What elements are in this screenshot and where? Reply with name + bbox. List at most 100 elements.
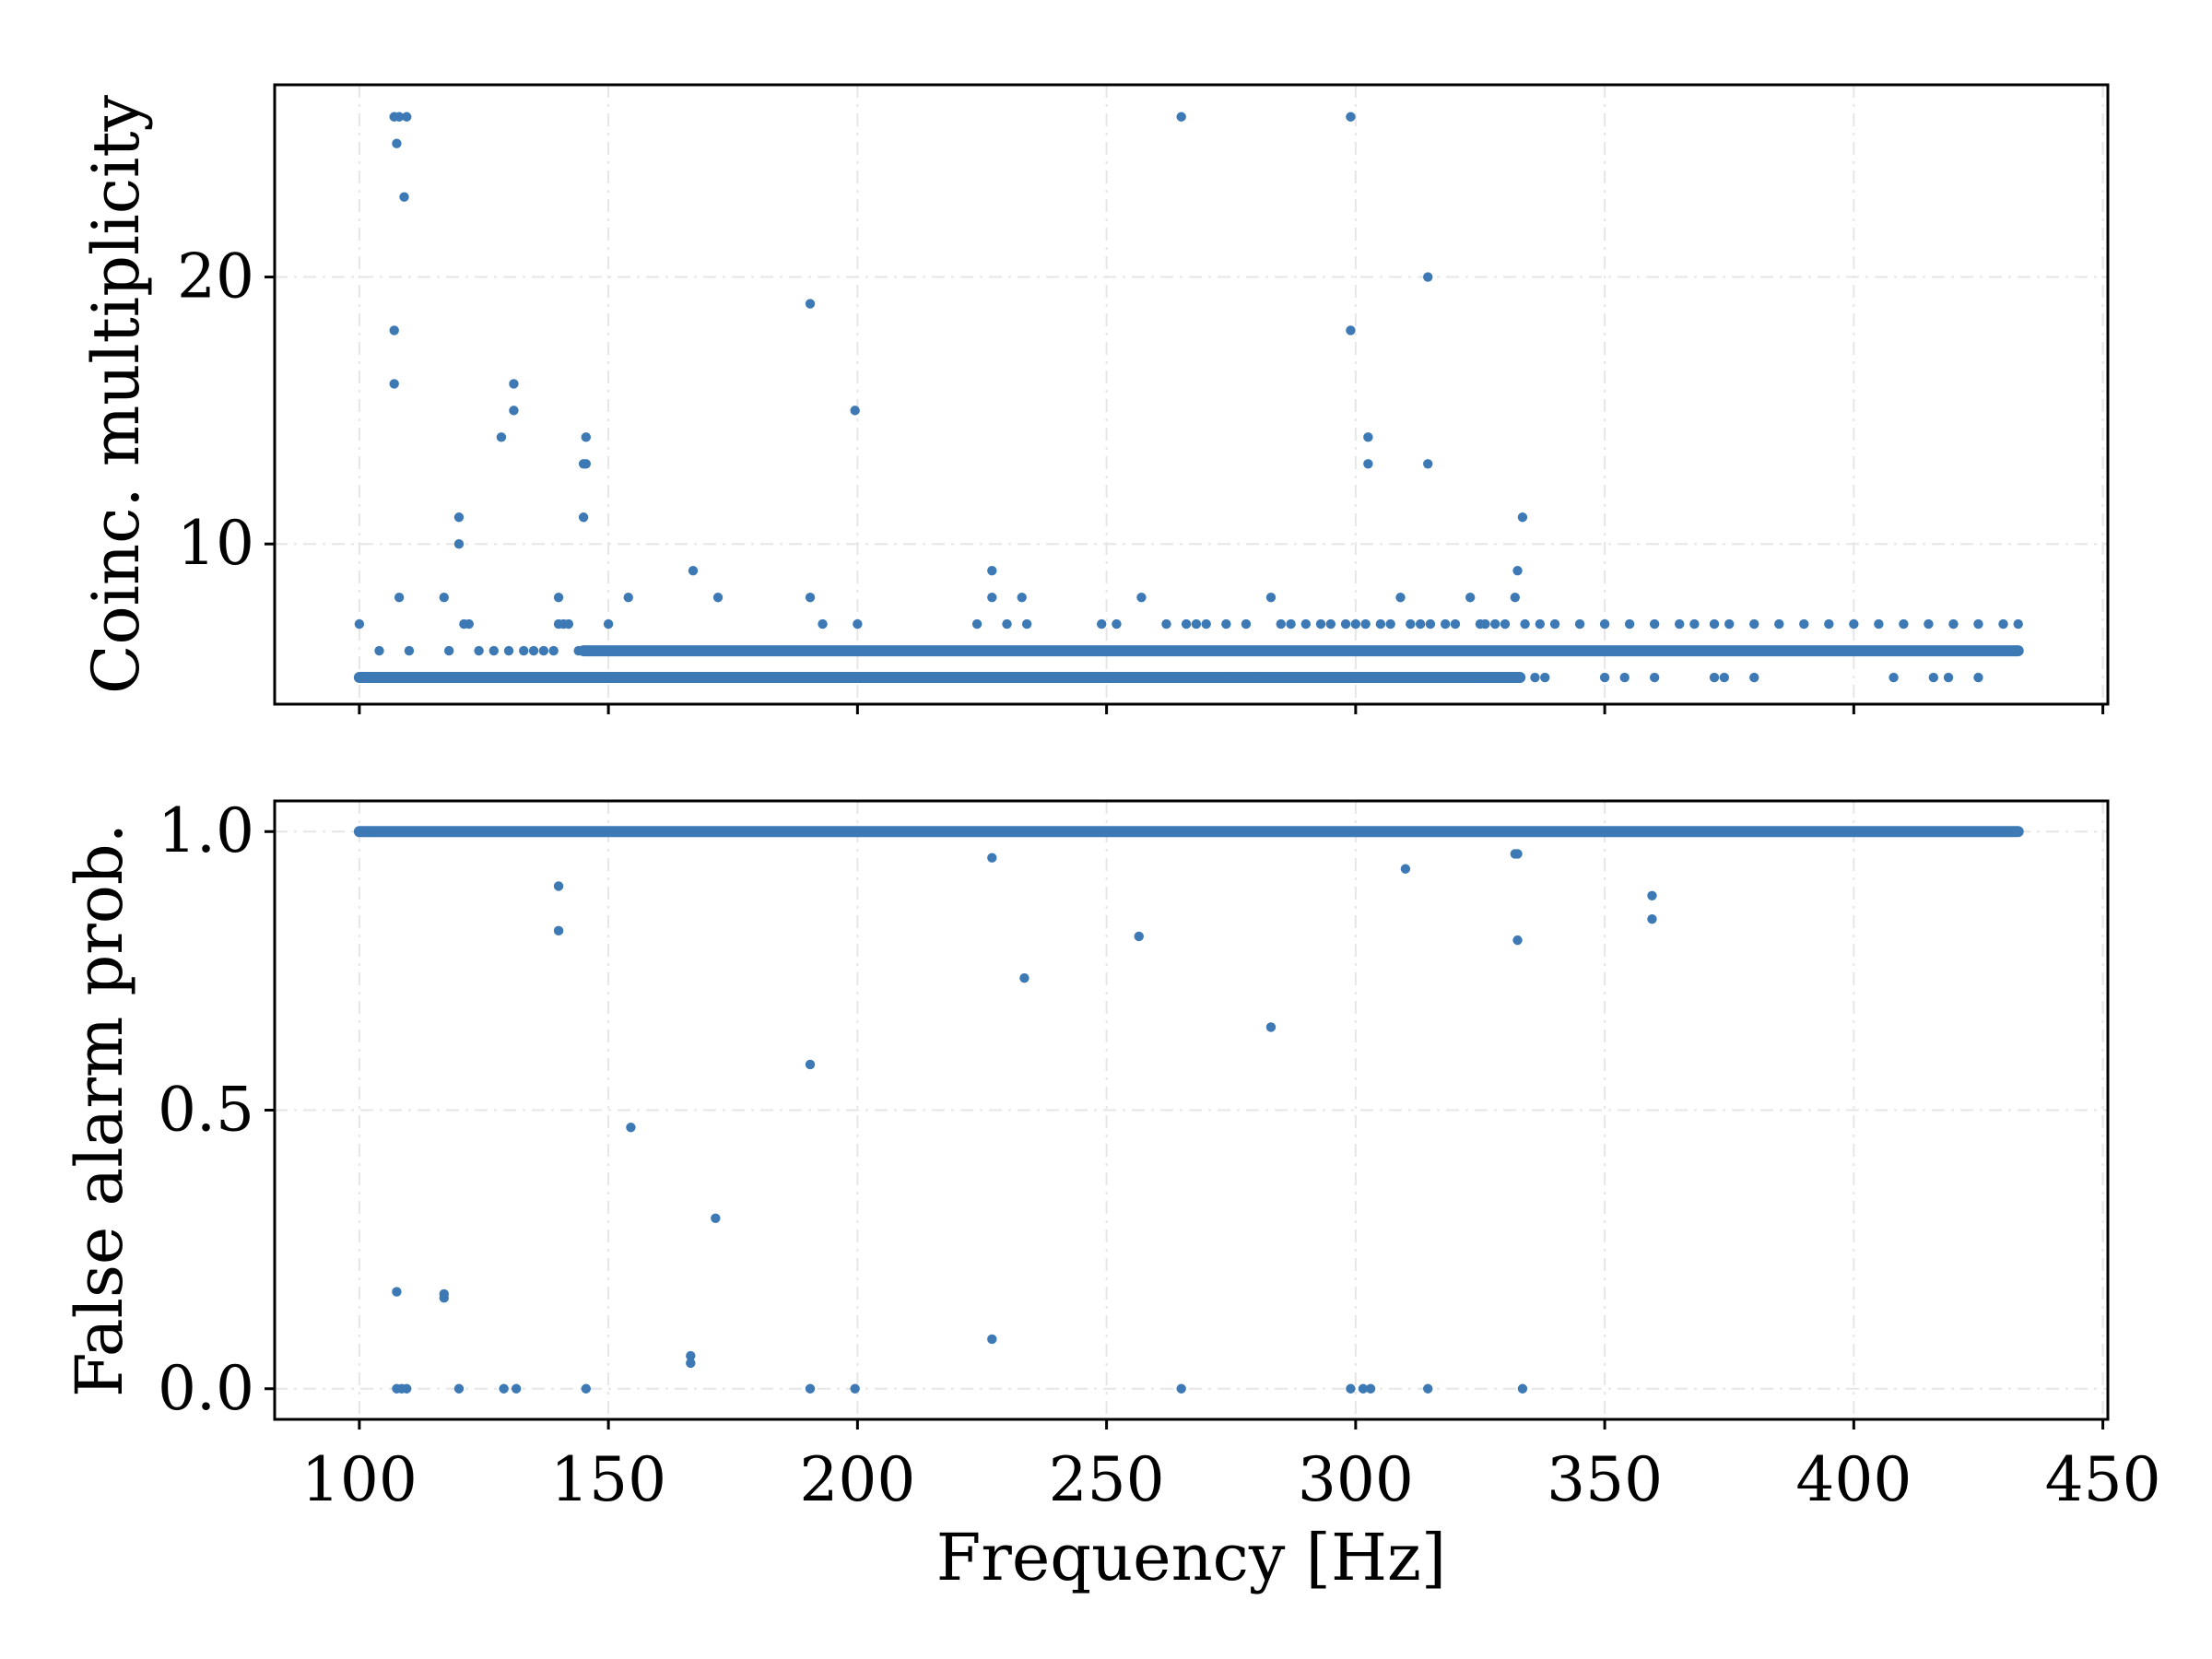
data-point: [1276, 618, 1286, 629]
data-point: [394, 112, 405, 122]
data-point: [686, 1350, 696, 1361]
data-point: [1510, 592, 1521, 603]
data-point: [1500, 618, 1511, 629]
data-point: [1899, 618, 1909, 629]
multiplicity-panel: 10 20 Coinc. multiplicity: [78, 83, 2110, 714]
data-point: [354, 618, 365, 629]
data-point: [1423, 272, 1433, 282]
data-point: [1395, 592, 1406, 603]
data-point: [850, 406, 860, 416]
data-point: [1241, 618, 1252, 629]
data-point: [1176, 112, 1186, 122]
data-point: [439, 592, 449, 603]
data-point: [453, 539, 465, 549]
x-tick-label: 400: [1795, 1444, 1912, 1515]
data-point: [1415, 618, 1426, 629]
data-point: [389, 325, 399, 335]
data-point: [1400, 672, 1411, 683]
data-point: [1512, 935, 1523, 946]
data-point: [782, 645, 793, 656]
data-point: [1191, 618, 1202, 629]
data-point: [1363, 459, 1373, 469]
data-point: [1475, 672, 1486, 683]
data-point: [686, 1358, 696, 1369]
data-point: [1360, 618, 1371, 629]
data-point: [1425, 618, 1436, 629]
data-point: [553, 881, 564, 891]
plot-frame: [273, 83, 2110, 706]
x-tick-label: 150: [550, 1444, 666, 1515]
data-point: [1161, 618, 1171, 629]
data-point: [1346, 325, 1356, 335]
data-point: [1385, 618, 1395, 629]
data-point: [578, 512, 589, 523]
data-point: [1500, 672, 1511, 683]
data-point: [553, 925, 564, 936]
data-point: [2013, 618, 2023, 629]
data-point: [1340, 618, 1351, 629]
data-point: [1019, 973, 1030, 983]
data-point: [1276, 672, 1286, 683]
data-point: [1286, 618, 1296, 629]
data-point: [1221, 618, 1231, 629]
data-point: [1512, 565, 1523, 576]
data-point: [1824, 618, 1834, 629]
data-point: [805, 1383, 816, 1394]
y-tick-label: 1.0: [158, 795, 254, 866]
data-point: [1540, 672, 1550, 683]
data-point: [488, 645, 500, 656]
data-point: [509, 406, 519, 416]
data-point: [1406, 618, 1416, 629]
y-tick-label: 10: [177, 508, 254, 579]
data-point: [402, 112, 412, 122]
data-point: [1415, 672, 1426, 683]
data-point: [1363, 432, 1373, 442]
data-point: [987, 592, 997, 603]
data-point: [453, 512, 465, 523]
data-point: [499, 1383, 509, 1394]
data-point: [853, 618, 863, 629]
data-point: [399, 192, 409, 202]
data-point: [1512, 849, 1523, 859]
data-point: [1251, 672, 1261, 683]
data-point: [1325, 672, 1336, 683]
data-point: [1599, 672, 1610, 683]
data-point: [1719, 672, 1730, 683]
data-point: [392, 1287, 402, 1297]
false-alarm-panel: 100 150 200 250 300 350 400 450 0.0 0.5 1.0 False a…: [62, 795, 2161, 1595]
data-point: [1674, 618, 1685, 629]
data-point: [581, 1383, 592, 1394]
data-point: [1176, 1383, 1186, 1394]
data-point: [1535, 618, 1546, 629]
data-point: [1346, 1383, 1356, 1394]
data-point: [805, 1059, 816, 1070]
x-tick-label: 250: [1049, 1444, 1165, 1515]
data-point: [1440, 618, 1451, 629]
data-point: [1450, 618, 1461, 629]
data-point: [1134, 931, 1144, 942]
data-point: [392, 138, 402, 148]
x-tick-label: 200: [799, 1444, 915, 1515]
data-point: [1181, 618, 1192, 629]
data-point: [1423, 459, 1433, 469]
y-tick-label: 0.0: [158, 1353, 254, 1424]
data-point: [1400, 864, 1411, 874]
data-point: [987, 565, 997, 576]
data-point: [1265, 592, 1277, 603]
data-point: [1489, 618, 1500, 629]
data-point: [1799, 618, 1809, 629]
data-point: [1624, 618, 1635, 629]
data-point: [850, 1383, 860, 1394]
data-point: [1097, 618, 1107, 629]
data-point: [1619, 672, 1630, 683]
data-point: [1358, 1383, 1369, 1394]
data-point: [1265, 1022, 1277, 1032]
data-point: [1849, 618, 1859, 629]
data-point: [805, 299, 816, 309]
data-point: [805, 592, 816, 603]
data-point: [1375, 618, 1386, 629]
x-tick-label: 450: [2045, 1444, 2161, 1515]
data-point: [1549, 618, 1560, 629]
data-point: [1647, 890, 1657, 900]
data-point: [1315, 618, 1326, 629]
